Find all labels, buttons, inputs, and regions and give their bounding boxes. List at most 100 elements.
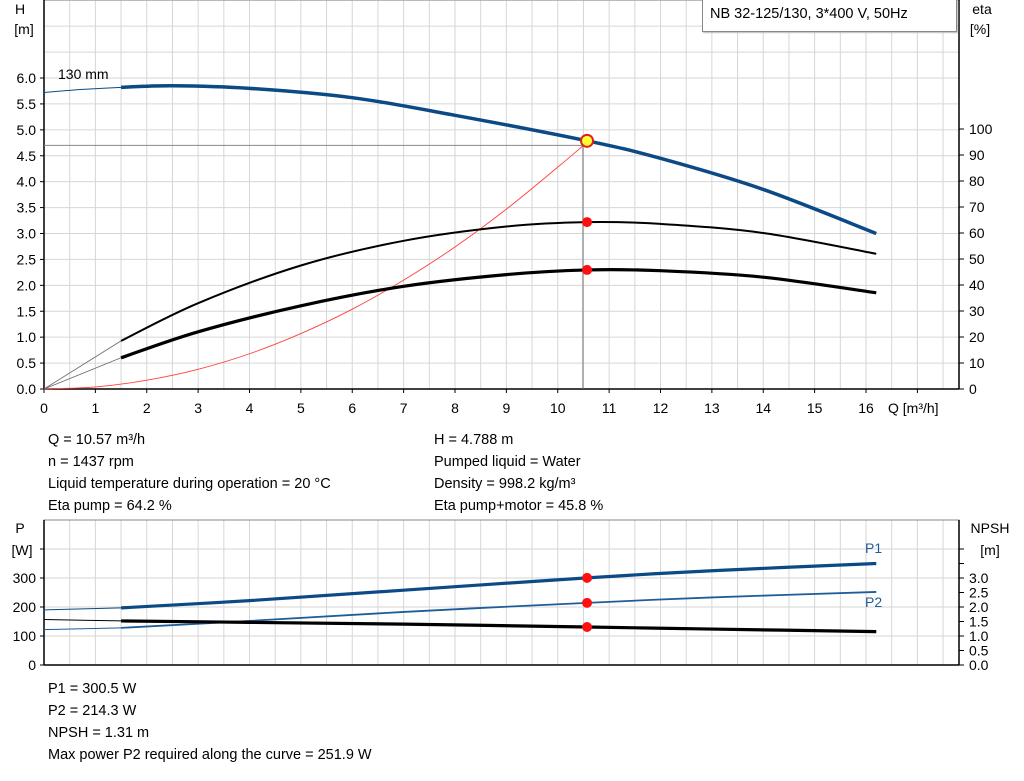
h-tick-label: 4.5 [17,148,37,164]
info-npsh: NPSH = 1.31 m [48,725,150,741]
p2-label: P2 [865,594,882,610]
q-tick-label: 0 [40,400,48,416]
h-tick-label: 0.0 [17,381,37,397]
q-tick-label: 9 [502,400,510,416]
info-q: Q = 10.57 m³/h [48,432,146,448]
npsh-point [582,622,593,633]
eta-tick-label: 70 [969,199,985,215]
q-tick-label: 6 [348,400,356,416]
eta-tick-label: 10 [969,355,985,371]
info-right: H = 4.788 m Pumped liquid = Water Densit… [434,429,603,517]
info-eta-pump: Eta pump = 64.2 % [48,498,172,514]
npsh-tick-label: 1.0 [969,628,989,644]
plot-frame-top [43,0,960,390]
h-tick-label: 1.5 [17,303,37,319]
npsh-tick-label: 2.5 [969,585,989,601]
info-bottom: P1 = 300.5 W P2 = 214.3 W NPSH = 1.31 m … [48,678,372,766]
q-tick-label: 4 [246,400,254,416]
eta-tick-label: 20 [969,329,985,345]
h-tick-label: 1.0 [17,329,37,345]
eta-tick-label: 30 [969,303,985,319]
eta-tick-label: 80 [969,173,985,189]
eta-total-curve-min-flow [43,357,122,390]
q-tick-label: 3 [194,400,202,416]
npsh-tick-label: 0.0 [969,657,989,673]
eta-tick-label: 40 [969,277,985,293]
p1-point [582,572,593,583]
eta-axis-label: eta [972,1,992,17]
info-temperature: Liquid temperature during operation = 20… [48,476,331,492]
npsh-curve [121,619,877,634]
p-tick-label: 0 [28,657,36,673]
q-tick-label: 13 [704,400,720,416]
info-speed: n = 1437 rpm [48,454,134,470]
q-tick-label: 2 [143,400,151,416]
npsh-axis-label: NPSH [971,520,1010,536]
info-h: H = 4.788 m [434,432,514,448]
q-tick-label: 16 [858,400,874,416]
q-tick-label: 5 [297,400,305,416]
eta-pump-curve [120,220,877,342]
p-tick-label: 300 [13,570,37,586]
p1-label: P1 [865,540,882,556]
eta-pump-curve-min-flow [43,340,122,390]
h-tick-label: 5.5 [17,96,37,112]
q-tick-label: 11 [602,400,617,416]
p-tick-label: 100 [13,628,37,644]
info-liquid: Pumped liquid = Water [434,454,581,470]
p1-curve [120,561,877,610]
info-left: Q = 10.57 m³/h n = 1437 rpm Liquid tempe… [48,429,331,517]
h-curve-min-flow [43,86,122,94]
eta-total-point [582,264,593,275]
eta-tick-label: 90 [969,147,985,163]
h-tick-label: 3.5 [17,200,37,216]
p1-curve-min-flow [43,607,122,611]
h-curve [121,84,877,236]
info-p2: P2 = 214.3 W [48,703,137,719]
q-tick-label: 8 [451,400,459,416]
q-axis-label: Q [m³/h] [888,400,939,416]
eta-pump-point [582,217,593,228]
npsh-curve-min-flow [43,618,122,622]
p-axis-unit: [W] [12,542,33,558]
h-tick-label: 3.0 [17,226,37,242]
h-tick-label: 0.5 [17,355,37,371]
eta-axis-unit: [%] [970,21,990,37]
npsh-tick-label: 3.0 [969,570,989,586]
eta-tick-label: 0 [969,381,977,397]
eta-tick-label: 50 [969,251,985,267]
p-axis-label: P [15,520,24,536]
info-density: Density = 998.2 kg/m³ [434,476,576,492]
npsh-tick-label: 0.5 [969,643,989,659]
pump-title: NB 32-125/130, 3*400 V, 50Hz [710,6,908,22]
h-tick-label: 4.0 [17,174,37,190]
h-axis-label: H [15,1,25,17]
p-tick-label: 200 [13,599,37,615]
info-max-p2: Max power P2 required along the curve = … [48,747,372,763]
q-tick-label: 7 [400,400,408,416]
q-tick-label: 14 [755,400,771,416]
q-tick-label: 10 [550,400,566,416]
plot-frame-bottom [43,519,960,666]
h-tick-label: 2.0 [17,277,37,293]
q-tick-label: 12 [653,400,669,416]
q-tick-label: 15 [807,400,823,416]
p2-point [582,597,593,608]
q-tick-label: 1 [91,400,99,416]
pump-title-box: NB 32-125/130, 3*400 V, 50Hz [702,0,957,32]
npsh-tick-label: 2.0 [969,599,989,615]
eta-total-curve [120,267,877,360]
duty-point [580,133,595,148]
eta-tick-label: 60 [969,225,985,241]
h-tick-label: 2.5 [17,251,37,267]
system-curve [43,145,584,390]
eta-tick-label: 100 [969,121,993,137]
h-tick-label: 6.0 [17,70,37,86]
npsh-axis-unit: [m] [980,542,999,558]
info-p1: P1 = 300.5 W [48,681,137,697]
h-curve-label: 130 mm [58,66,109,82]
npsh-tick-label: 1.5 [969,614,989,630]
p2-curve-min-flow [43,627,122,631]
h-axis-unit: [m] [14,21,33,37]
